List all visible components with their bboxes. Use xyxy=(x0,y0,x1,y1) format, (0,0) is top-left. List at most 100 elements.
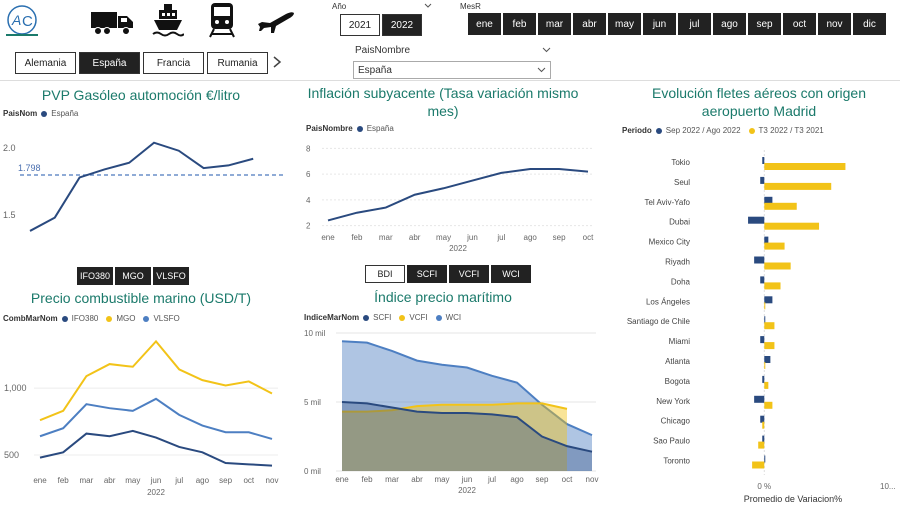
bar[interactable] xyxy=(764,302,766,310)
x-tick-label: jun xyxy=(466,233,478,242)
month-option[interactable]: sep xyxy=(748,13,781,35)
pvp-legend-series: España xyxy=(51,109,79,118)
marino-legend: CombMarNom IFO380 MGO VLSFO xyxy=(3,314,184,323)
pais-filter-header[interactable]: PaisNombre xyxy=(355,42,551,58)
country-tab[interactable]: Rumania xyxy=(207,52,268,74)
bar[interactable] xyxy=(764,356,771,363)
pvp-chart: 2.0 1.5 1.798 xyxy=(3,141,283,232)
indice-series-line xyxy=(341,401,593,453)
marino-series-line xyxy=(39,339,273,422)
indice-series-line xyxy=(342,402,568,413)
country-tab[interactable]: Francia xyxy=(143,52,204,74)
bar[interactable] xyxy=(764,296,773,304)
chevron-down-icon xyxy=(542,47,551,53)
fuel-button[interactable]: IFO380 xyxy=(77,267,113,285)
indice-chart: 10 mil 5 mil 0 mil ene feb mar abr may jun jul ago… xyxy=(304,329,598,495)
bar[interactable] xyxy=(764,262,791,270)
month-option[interactable]: jul xyxy=(678,13,711,35)
ship-icon[interactable] xyxy=(152,2,184,38)
inflacion-legend-field: PaisNombre xyxy=(306,124,353,133)
bar[interactable] xyxy=(764,342,775,350)
bar[interactable] xyxy=(748,216,765,224)
bar[interactable] xyxy=(764,381,769,389)
indice-buttons: BDI SCFI VCFI WCI xyxy=(365,265,531,283)
fuel-button[interactable]: MGO xyxy=(115,267,151,285)
bar[interactable] xyxy=(754,256,765,264)
bar[interactable] xyxy=(764,282,781,290)
year-option[interactable]: 2022 xyxy=(382,14,422,36)
month-option[interactable]: dic xyxy=(853,13,886,35)
y-tick-label: 6 xyxy=(306,170,311,179)
category-label: Santiago de Chile xyxy=(627,317,691,326)
pvp-legend: PaisNom España xyxy=(3,109,78,118)
month-option[interactable]: mar xyxy=(538,13,571,35)
legend-dot xyxy=(61,315,68,322)
month-option[interactable]: abr xyxy=(573,13,606,35)
bar[interactable] xyxy=(752,461,765,469)
index-button[interactable]: WCI xyxy=(491,265,531,283)
country-tab[interactable]: Alemania xyxy=(15,52,76,74)
bar[interactable] xyxy=(760,336,765,344)
index-button[interactable]: SCFI xyxy=(407,265,447,283)
train-icon[interactable] xyxy=(208,2,236,38)
category-label: Chicago xyxy=(661,417,691,426)
bar[interactable] xyxy=(764,316,766,324)
chevron-down-icon[interactable] xyxy=(424,3,432,9)
legend-dot xyxy=(655,127,662,134)
legend-series-label: VLSFO xyxy=(153,314,180,323)
country-tab[interactable]: España xyxy=(79,52,140,74)
x-tick-label: may xyxy=(436,233,451,242)
plane-icon[interactable] xyxy=(256,8,296,34)
legend-dot xyxy=(748,127,755,134)
chevron-right-icon[interactable] xyxy=(272,55,282,69)
bar[interactable] xyxy=(764,182,832,190)
bar[interactable] xyxy=(764,202,797,210)
y-tick-label: 8 xyxy=(306,144,311,153)
bar[interactable] xyxy=(758,441,765,449)
bar[interactable] xyxy=(760,276,765,284)
pais-filter-select[interactable]: España xyxy=(353,61,551,79)
month-option[interactable]: jun xyxy=(643,13,676,35)
bar[interactable] xyxy=(760,415,765,423)
month-option[interactable]: ago xyxy=(713,13,746,35)
fuel-button[interactable]: VLSFO xyxy=(153,267,189,285)
bar[interactable] xyxy=(764,401,773,409)
month-option[interactable]: ene xyxy=(468,13,501,35)
index-button[interactable]: VCFI xyxy=(449,265,489,283)
bar[interactable] xyxy=(764,322,775,330)
bar[interactable] xyxy=(764,242,785,250)
inflacion-title: Inflación subyacente (Tasa variación mis… xyxy=(307,85,579,119)
bar[interactable] xyxy=(762,157,765,164)
country-tabs: Alemania España Francia Rumania xyxy=(15,52,268,74)
bar[interactable] xyxy=(764,163,846,170)
month-option[interactable]: may xyxy=(608,13,641,35)
svg-text:A: A xyxy=(11,12,21,28)
truck-icon[interactable] xyxy=(90,8,134,36)
month-option[interactable]: nov xyxy=(818,13,851,35)
year-option[interactable]: 2021 xyxy=(340,14,380,36)
bar[interactable] xyxy=(762,435,765,443)
indice-title: Índice precio marítimo xyxy=(374,289,512,305)
bar[interactable] xyxy=(764,362,766,369)
svg-text:C: C xyxy=(22,13,33,30)
month-option[interactable]: feb xyxy=(503,13,536,35)
bar[interactable] xyxy=(764,455,766,463)
x-tick-label: nov xyxy=(266,476,279,485)
bar[interactable] xyxy=(762,421,765,429)
bar[interactable] xyxy=(762,375,765,383)
legend-series-label: SCFI xyxy=(373,313,392,322)
month-option[interactable]: oct xyxy=(783,13,816,35)
category-label: Miami xyxy=(669,337,691,346)
bar[interactable] xyxy=(760,176,765,184)
pvp-legend-field: PaisNom xyxy=(3,109,38,118)
x-tick-label: abr xyxy=(411,475,423,484)
x-tick-label: sep xyxy=(219,476,232,485)
bar[interactable] xyxy=(764,196,773,204)
x-tick-label: 0 % xyxy=(757,482,771,491)
bar[interactable] xyxy=(754,395,765,403)
bar[interactable] xyxy=(764,236,769,244)
bar[interactable] xyxy=(764,222,820,230)
legend-dot xyxy=(356,125,363,132)
index-button[interactable]: BDI xyxy=(365,265,405,283)
fletes-chart: Tokio Seul Tel Aviv-Yafo Dubai Mexico City Ri… xyxy=(627,150,896,504)
